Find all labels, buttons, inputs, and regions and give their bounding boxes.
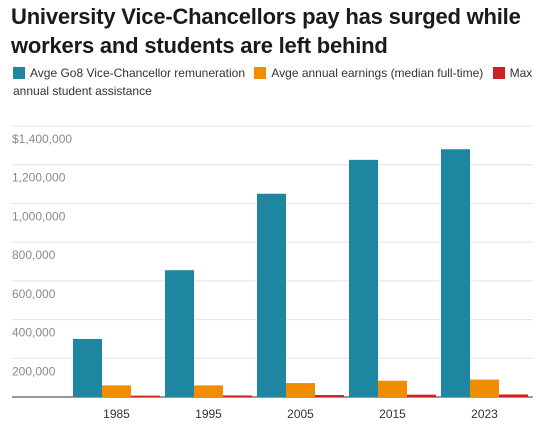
x-tick-label: 2005	[287, 407, 314, 421]
bar-avge-annual-earnings-median-full-time-2023	[470, 379, 499, 397]
legend-label-vc-remuneration: Avge Go8 Vice-Chancellor remuneration	[30, 66, 246, 80]
bar-max-annual-student-assistance-1995	[223, 395, 252, 397]
chart-title: University Vice-Chancellors pay has surg…	[11, 4, 521, 58]
x-axis-ticks: 1985 1995 2005 2015 2023	[103, 407, 498, 421]
bar-avge-go8-vice-chancellor-remuneration-2015	[349, 159, 378, 397]
legend: Avge Go8 Vice-Chancellor remuneration Av…	[13, 64, 543, 100]
bar-max-annual-student-assistance-2005	[315, 395, 344, 397]
y-tick-label: 200,000	[12, 364, 56, 378]
legend-label-annual-earnings: Avge annual earnings (median full-time)	[271, 66, 484, 80]
legend-swatch-vc-remuneration	[13, 67, 25, 79]
legend-label-student-assistance: Max annual student assistance	[13, 66, 533, 98]
y-tick-label: 600,000	[12, 287, 56, 301]
bar-max-annual-student-assistance-2015	[407, 394, 436, 397]
x-tick-label: 1985	[103, 407, 130, 421]
bar-avge-go8-vice-chancellor-remuneration-1985	[73, 338, 102, 397]
legend-swatch-student-assistance	[492, 67, 505, 79]
x-tick-label: 1995	[195, 407, 222, 421]
legend-item-vc-remuneration: Avge Go8 Vice-Chancellor remuneration	[13, 66, 245, 80]
bar-avge-go8-vice-chancellor-remuneration-1995	[165, 270, 194, 397]
y-tick-label: 800,000	[12, 248, 56, 262]
bar-avge-annual-earnings-median-full-time-2005	[286, 383, 315, 397]
bar-avge-annual-earnings-median-full-time-2015	[378, 380, 407, 397]
y-tick-label: 400,000	[12, 326, 56, 340]
x-tick-label: 2015	[379, 407, 406, 421]
bar-avge-go8-vice-chancellor-remuneration-2023	[441, 149, 470, 397]
y-axis-ticks: $1,400,000 1,200,000 1,000,000 800,000 600,0…	[12, 132, 72, 378]
bar-max-annual-student-assistance-2023	[499, 394, 528, 397]
bar-avge-annual-earnings-median-full-time-1985	[102, 385, 131, 397]
legend-item-student-assistance: Max annual student assistance	[13, 66, 532, 98]
y-tick-label: $1,400,000	[12, 132, 72, 146]
x-tick-label: 2023	[471, 407, 498, 421]
y-tick-label: 1,000,000	[12, 209, 66, 223]
bars	[73, 149, 528, 397]
bar-avge-go8-vice-chancellor-remuneration-2005	[257, 193, 286, 397]
bar-avge-annual-earnings-median-full-time-1995	[194, 385, 223, 397]
legend-swatch-annual-earnings	[254, 67, 267, 79]
bar-max-annual-student-assistance-1985	[131, 395, 160, 397]
y-tick-label: 1,200,000	[12, 171, 66, 185]
legend-item-annual-earnings: Avge annual earnings (median full-time)	[254, 66, 483, 80]
